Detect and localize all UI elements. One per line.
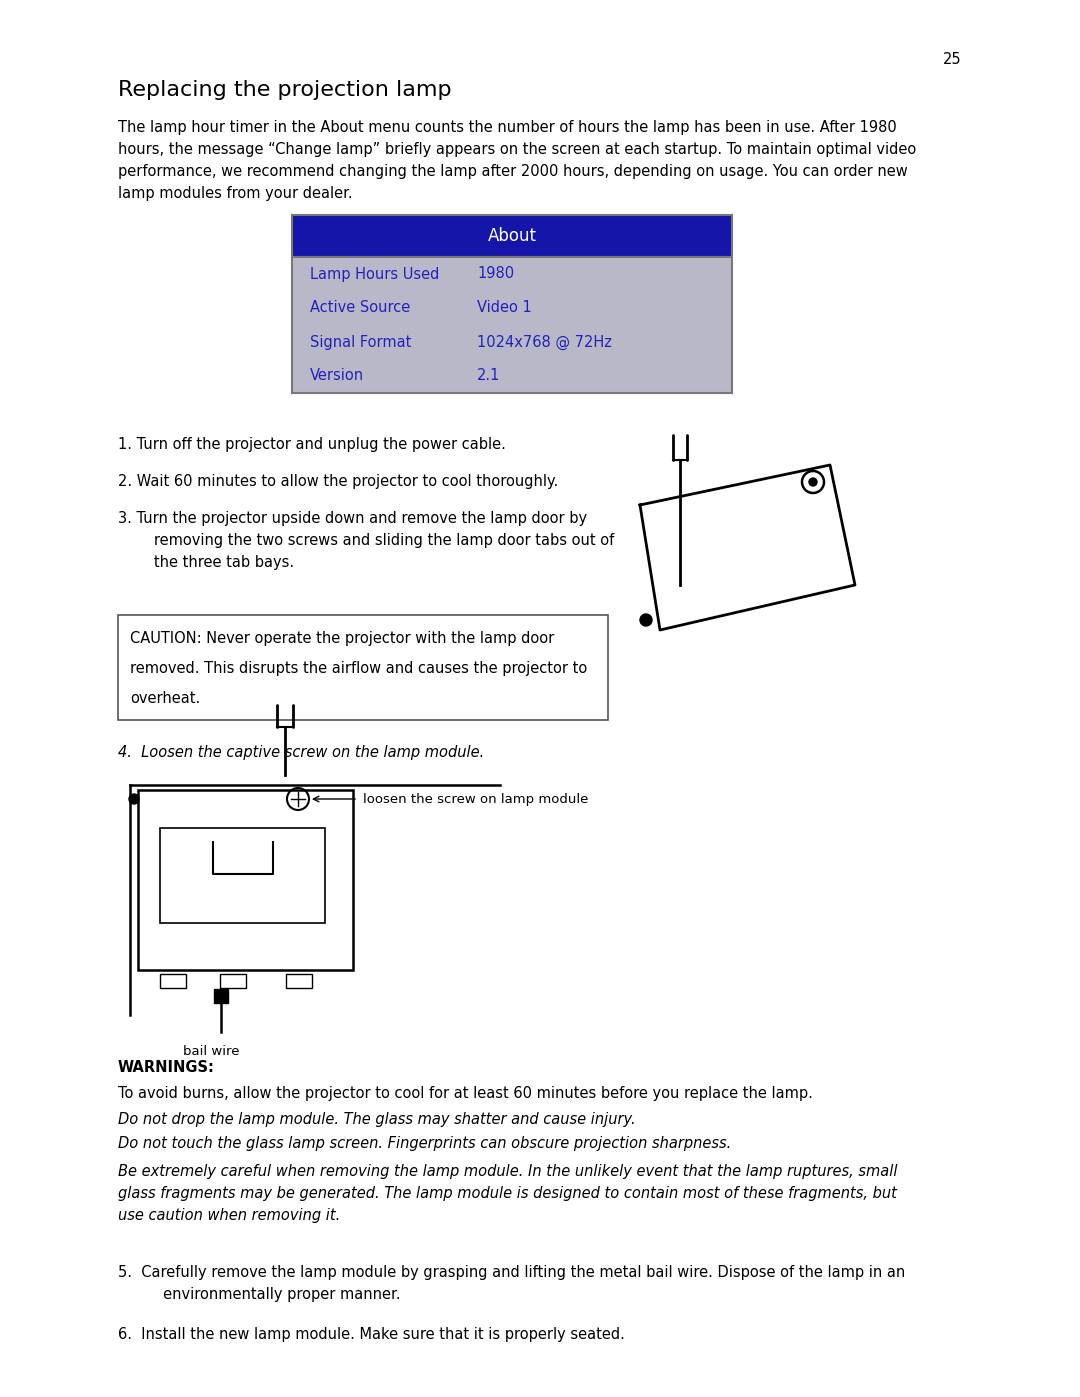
Text: Signal Format: Signal Format [310,334,411,349]
Text: 25: 25 [943,52,962,67]
Text: lamp modules from your dealer.: lamp modules from your dealer. [118,186,353,201]
Bar [292,257,732,393]
Text: To avoid burns, allow the projector to cool for at least 60 minutes before you r: To avoid burns, allow the projector to c… [118,1085,813,1101]
Text: 3. Turn the projector upside down and remove the lamp door by: 3. Turn the projector upside down and re… [118,511,588,527]
Text: Lamp Hours Used: Lamp Hours Used [310,267,440,282]
Bar [160,828,325,923]
Bar [286,974,312,988]
Text: performance, we recommend changing the lamp after 2000 hours, depending on usage: performance, we recommend changing the l… [118,163,908,179]
Text: Video 1: Video 1 [477,300,531,316]
Text: Active Source: Active Source [310,300,410,316]
Text: 5.  Carefully remove the lamp module by grasping and lifting the metal bail wire: 5. Carefully remove the lamp module by g… [118,1266,905,1280]
Text: removing the two screws and sliding the lamp door tabs out of: removing the two screws and sliding the … [140,534,615,548]
Circle shape [640,615,652,626]
Text: Do not drop the lamp module. The glass may shatter and cause injury.: Do not drop the lamp module. The glass m… [118,1112,636,1127]
Text: 1. Turn off the projector and unplug the power cable.: 1. Turn off the projector and unplug the… [118,437,505,453]
Bar [138,789,353,970]
Text: Be extremely careful when removing the lamp module. In the unlikely event that t: Be extremely careful when removing the l… [118,1164,897,1179]
Text: Replacing the projection lamp: Replacing the projection lamp [118,80,451,101]
Bar [292,215,732,257]
Text: the three tab bays.: the three tab bays. [140,555,294,570]
Text: About: About [487,226,537,244]
Bar [220,974,246,988]
Circle shape [809,478,816,486]
Text: Do not touch the glass lamp screen. Fingerprints can obscure projection sharpnes: Do not touch the glass lamp screen. Fing… [118,1136,731,1151]
Text: loosen the screw on lamp module: loosen the screw on lamp module [363,792,589,806]
Text: use caution when removing it.: use caution when removing it. [118,1208,340,1222]
Text: 6.  Install the new lamp module. Make sure that it is properly seated.: 6. Install the new lamp module. Make sur… [118,1327,625,1343]
Text: Version: Version [310,369,364,384]
Text: WARNINGS:: WARNINGS: [118,1060,215,1076]
Text: glass fragments may be generated. The lamp module is designed to contain most of: glass fragments may be generated. The la… [118,1186,896,1201]
Text: 2.1: 2.1 [477,369,500,384]
Circle shape [129,793,139,805]
Text: CAUTION: Never operate the projector with the lamp door: CAUTION: Never operate the projector wit… [130,631,554,645]
Text: 2. Wait 60 minutes to allow the projector to cool thoroughly.: 2. Wait 60 minutes to allow the projecto… [118,474,558,489]
Text: 1980: 1980 [477,267,514,282]
Bar [292,215,732,257]
Text: hours, the message “Change lamp” briefly appears on the screen at each startup. : hours, the message “Change lamp” briefly… [118,142,916,156]
Text: overheat.: overheat. [130,692,200,705]
Bar [118,615,608,719]
Text: 4.  Loosen the captive screw on the lamp module.: 4. Loosen the captive screw on the lamp … [118,745,484,760]
Text: removed. This disrupts the airflow and causes the projector to: removed. This disrupts the airflow and c… [130,661,588,676]
Bar [214,989,228,1003]
Text: bail wire: bail wire [183,1045,240,1058]
Bar [292,257,732,393]
Bar [160,974,186,988]
Text: environmentally proper manner.: environmentally proper manner. [140,1287,401,1302]
Text: 1024x768 @ 72Hz: 1024x768 @ 72Hz [477,334,612,349]
Text: The lamp hour timer in the About menu counts the number of hours the lamp has be: The lamp hour timer in the About menu co… [118,120,896,136]
